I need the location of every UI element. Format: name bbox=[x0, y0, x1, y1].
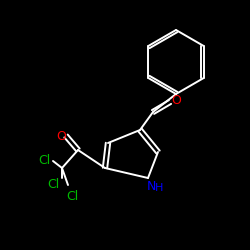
Text: Cl: Cl bbox=[38, 154, 50, 168]
Text: Cl: Cl bbox=[66, 190, 78, 202]
Text: Cl: Cl bbox=[47, 178, 59, 190]
Text: N: N bbox=[146, 180, 156, 194]
Text: O: O bbox=[56, 130, 66, 142]
Text: H: H bbox=[155, 183, 163, 193]
Text: O: O bbox=[171, 94, 181, 108]
